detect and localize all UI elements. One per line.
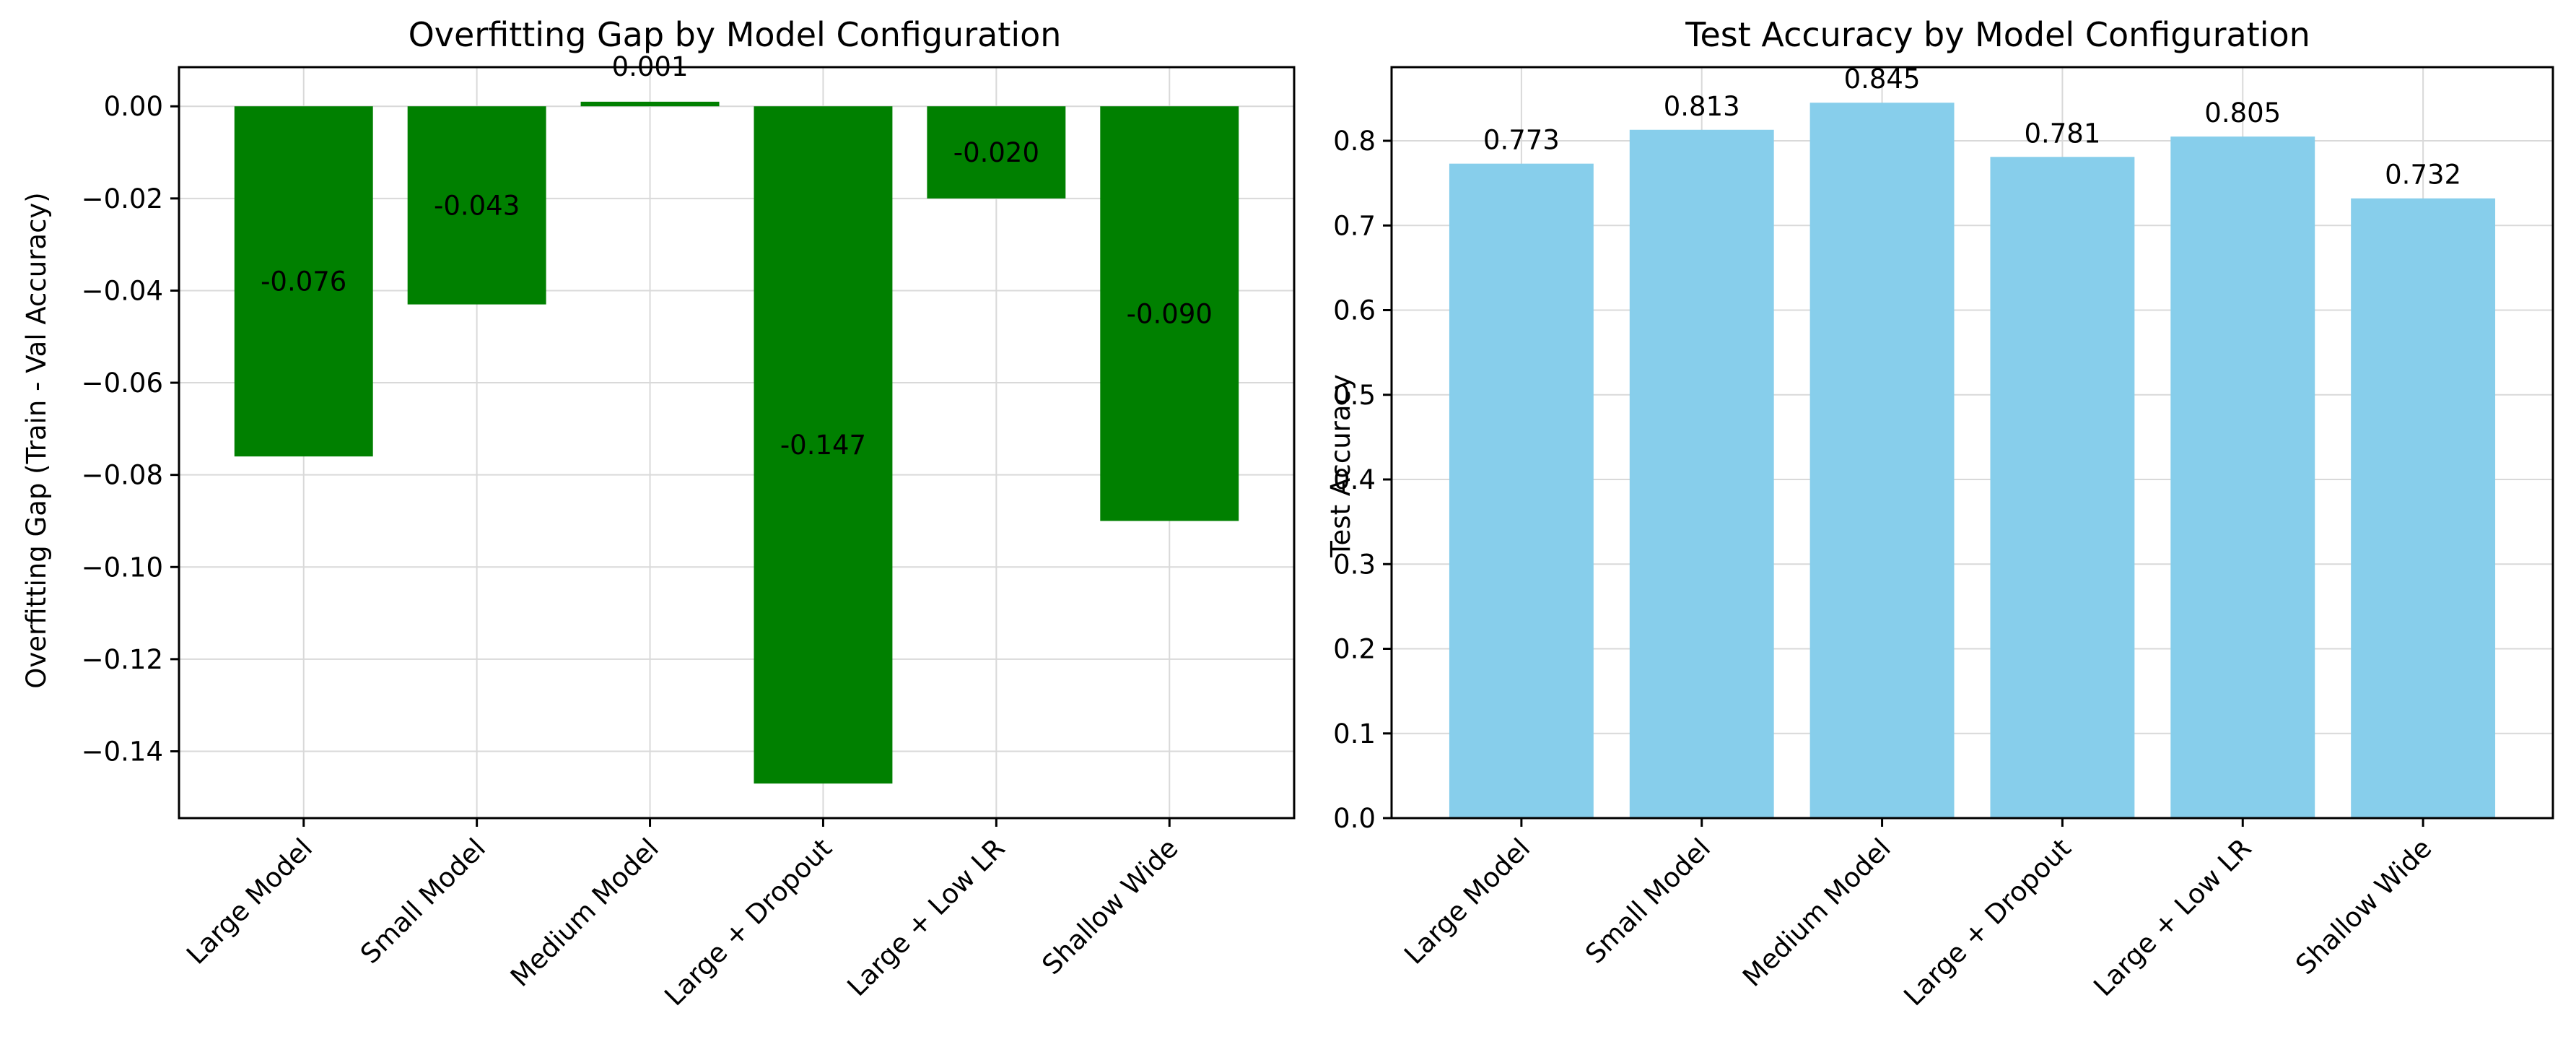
y-tick-label: −0.04 [82,275,163,306]
data-label: 0.732 [2385,160,2461,191]
y-tick-label: 0.8 [1333,126,1376,157]
bar [927,106,1066,199]
test-accuracy-chart: Test Accuracy by Model Configuration Tes… [1325,15,2554,1012]
x-tick-label: Shallow Wide [2289,833,2437,981]
bar [580,101,720,107]
y-tick-label: 0.4 [1333,464,1376,495]
overfitting-gap-chart: Overfitting Gap by Model Configuration O… [21,15,1296,1012]
y-tick-label: 0.6 [1333,295,1376,326]
axes-frame [1390,66,2554,820]
y-tick-label: 0.2 [1333,634,1376,665]
y-tick-label: −0.14 [82,736,163,767]
bar [1100,106,1239,521]
y-tick-label: 0.7 [1333,210,1376,241]
chart-title: Test Accuracy by Model Configuration [1685,15,2310,54]
bar [2170,136,2315,819]
data-label: -0.076 [261,266,346,297]
data-label: -0.043 [434,190,520,221]
bar [234,106,373,457]
axes-frame [178,66,1296,820]
bar [2351,198,2496,818]
bar [1990,157,2135,818]
x-tick-label: Large + Low LR [2087,833,2257,1002]
x-tick-label: Medium Model [1737,833,1897,993]
data-label: 0.813 [1664,91,1740,122]
bar [407,106,546,305]
bars [1449,103,2496,819]
x-tick-label: Small Model [354,833,492,970]
data-label: -0.090 [1127,298,1213,329]
x-tick-label: Large + Dropout [1898,833,2077,1012]
x-tick-label: Medium Model [505,833,665,993]
x-tick-label: Large Model [1398,833,1536,970]
bars [234,101,1239,784]
y-tick-label: −0.02 [82,183,163,214]
y-axis-label: Overfitting Gap (Train - Val Accuracy) [21,192,52,688]
y-tick-label: −0.08 [82,460,163,491]
bar [1809,103,1955,819]
x-tick-label: Large + Dropout [658,833,837,1012]
y-tick-label: −0.12 [82,644,163,675]
data-label: -0.020 [953,137,1039,168]
bar [1629,129,1774,818]
bar [1449,163,1594,818]
data-label: 0.845 [1844,64,1921,95]
bar [754,106,893,784]
y-tick-label: 0.0 [1333,803,1376,834]
x-tick-label: Large Model [180,833,318,970]
data-label: 0.805 [2204,97,2281,129]
x-tick-label: Large + Low LR [842,833,1011,1002]
y-axis-label: Test Accuracy [1325,374,1356,558]
chart-title: Overfitting Gap by Model Configuration [409,15,1062,54]
data-label: 0.781 [2024,118,2100,149]
y-tick-label: 0.3 [1333,549,1376,580]
y-tick-label: 0.5 [1333,380,1376,411]
y-tick-label: −0.06 [82,368,163,399]
data-label: 0.773 [1483,125,1560,156]
y-tick-label: −0.10 [82,552,163,583]
data-label: -0.147 [780,430,866,461]
y-tick-label: 0.00 [104,91,163,122]
x-tick-label: Small Model [1579,833,1716,970]
x-tick-label: Shallow Wide [1036,833,1184,981]
y-tick-label: 0.1 [1333,718,1376,750]
